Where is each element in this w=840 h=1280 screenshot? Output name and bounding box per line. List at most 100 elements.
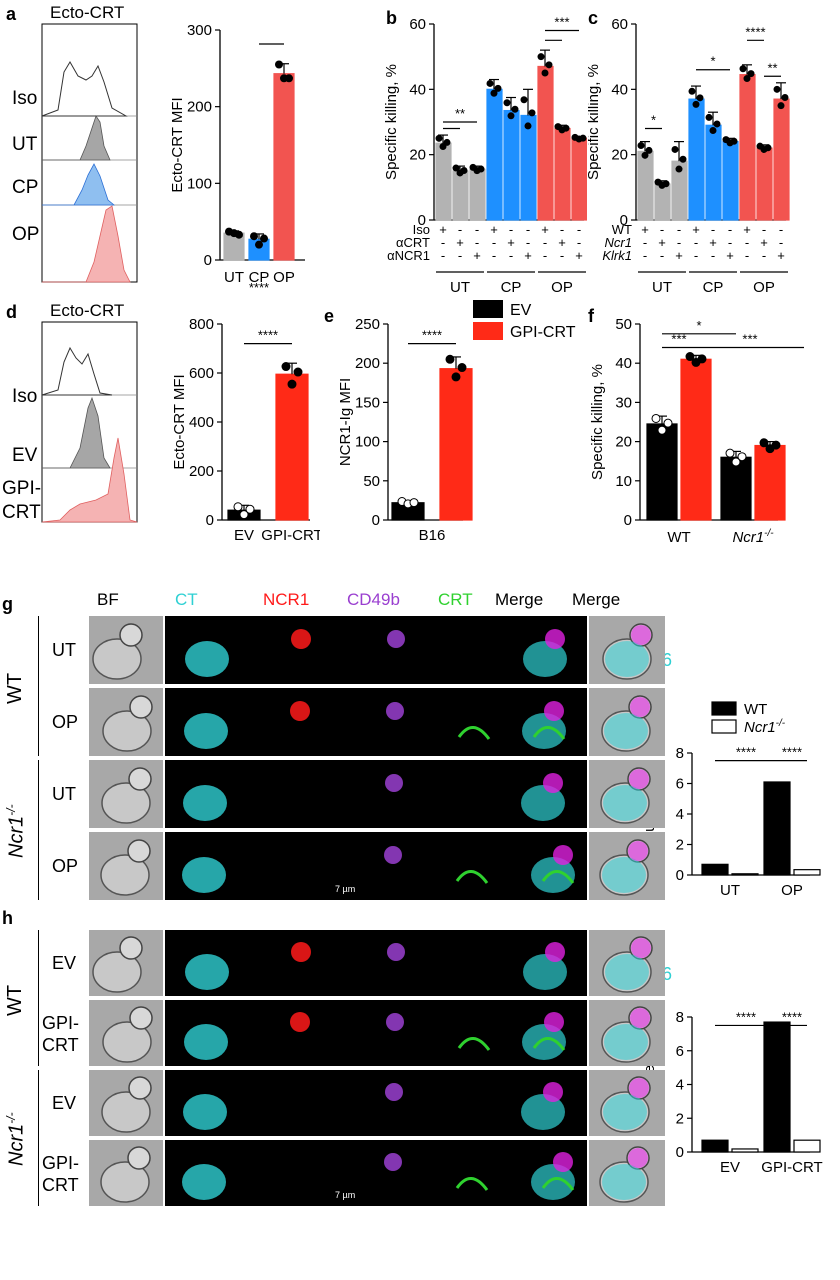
cell-image-Merge2 xyxy=(589,832,665,900)
cell-image-NCR1 xyxy=(253,760,341,828)
data-point xyxy=(671,145,679,153)
data-point xyxy=(287,379,297,389)
sign: - xyxy=(475,235,479,250)
merge-crt xyxy=(532,1037,566,1051)
bar-OP-WT xyxy=(763,781,791,876)
tumor-overlay xyxy=(604,1024,648,1060)
image-background xyxy=(429,616,517,684)
sign: - xyxy=(711,222,715,237)
crt-stain xyxy=(455,1177,489,1191)
y-tick-label: 6 xyxy=(676,776,684,793)
row-label: CRT xyxy=(42,1175,79,1195)
x-tick-label: UT xyxy=(224,269,244,286)
sig-label: **** xyxy=(745,24,765,39)
y-tick-label: 250 xyxy=(355,316,380,333)
cell-image-BF xyxy=(89,832,163,900)
bar-WT xyxy=(739,74,756,221)
legend-sup: -/- xyxy=(776,718,786,729)
genotype-bracket xyxy=(38,1070,39,1206)
data-point xyxy=(663,418,673,428)
y-axis-label: NCR1-Ig MFI xyxy=(337,378,354,466)
image-background xyxy=(429,688,517,756)
image-background xyxy=(429,832,517,900)
nk-cell xyxy=(119,623,143,647)
genotype-text: Ncr1 xyxy=(5,1123,28,1166)
sign: - xyxy=(677,235,681,250)
histogram-a-row-3: OP xyxy=(12,224,39,245)
sig-label: * xyxy=(651,113,656,128)
data-point xyxy=(737,452,747,462)
sign: - xyxy=(509,222,513,237)
sig-label: *** xyxy=(554,15,569,30)
sign: - xyxy=(779,222,783,237)
data-point xyxy=(541,69,549,77)
ct-stain xyxy=(184,713,228,749)
tumor-overlay xyxy=(602,1164,646,1200)
merge-ct xyxy=(522,713,566,749)
cell-image-CRT xyxy=(429,832,517,900)
sign: + xyxy=(760,235,768,250)
cell-image-Merge xyxy=(517,1140,587,1206)
genotype-sup: -/- xyxy=(4,804,18,816)
sign: - xyxy=(694,248,698,263)
data-point xyxy=(747,70,755,78)
nk-overlay xyxy=(630,1008,650,1028)
y-tick-label: 200 xyxy=(355,355,380,372)
bar-αCRT xyxy=(452,170,469,221)
data-point xyxy=(731,457,741,467)
x-tick-label: B16 xyxy=(419,527,446,544)
tumor-cell xyxy=(92,638,142,680)
sign: - xyxy=(694,235,698,250)
data-point xyxy=(537,53,545,61)
y-axis-label: Specific killing, % xyxy=(589,364,606,480)
bar-UT-WT xyxy=(701,863,729,876)
column-header-ct: CT xyxy=(175,590,198,609)
data-point xyxy=(293,367,303,377)
y-axis-label: Ecto-CRT MFI xyxy=(170,97,186,192)
data-point xyxy=(233,502,243,512)
ct-stain xyxy=(182,857,226,893)
data-point xyxy=(281,362,291,372)
x-tick-label: WT xyxy=(667,529,690,546)
sig-label: * xyxy=(710,54,715,69)
bar-Klrk1-/- xyxy=(773,98,790,221)
sign: - xyxy=(762,248,766,263)
column-header-merge: Merge xyxy=(572,590,621,609)
sign: - xyxy=(728,222,732,237)
ct-stain xyxy=(183,1094,227,1130)
sign: - xyxy=(543,248,547,263)
panel-letter-d: d xyxy=(6,302,17,322)
sig-label: ** xyxy=(767,60,777,75)
histogram-d-row-2: GPI- xyxy=(2,478,41,499)
data-point xyxy=(520,96,528,104)
cell-image-BF xyxy=(89,688,163,756)
sign: - xyxy=(745,235,749,250)
merge-nk xyxy=(543,1082,563,1102)
cell-image-CRT xyxy=(429,688,517,756)
crt-stain xyxy=(457,1037,491,1051)
cd49b-stain xyxy=(385,774,403,792)
data-point xyxy=(255,240,263,249)
scale-bar: 7 µm xyxy=(335,1190,356,1200)
ct-stain xyxy=(182,1164,226,1200)
x-tick-sup: -/- xyxy=(764,528,774,539)
x-tick-label: OP xyxy=(781,882,803,899)
sign: + xyxy=(658,235,666,250)
panel-letter-g: g xyxy=(2,594,13,614)
sig-label: **** xyxy=(736,745,756,760)
cell-image-CD49b xyxy=(341,832,429,900)
y-tick-label: 6 xyxy=(676,1043,684,1060)
sign-row-label: WT xyxy=(612,222,632,237)
image-background xyxy=(429,1140,517,1206)
data-point xyxy=(494,84,502,92)
cell-image-CRT xyxy=(429,760,517,828)
data-point xyxy=(235,230,243,239)
y-tick-label: 4 xyxy=(676,806,684,823)
sig-label: * xyxy=(696,318,701,333)
data-point xyxy=(579,134,587,142)
group-label: UT xyxy=(450,279,470,296)
y-tick-label: 2 xyxy=(676,1110,684,1127)
bar-WT-black xyxy=(646,423,678,521)
data-point xyxy=(771,440,781,450)
